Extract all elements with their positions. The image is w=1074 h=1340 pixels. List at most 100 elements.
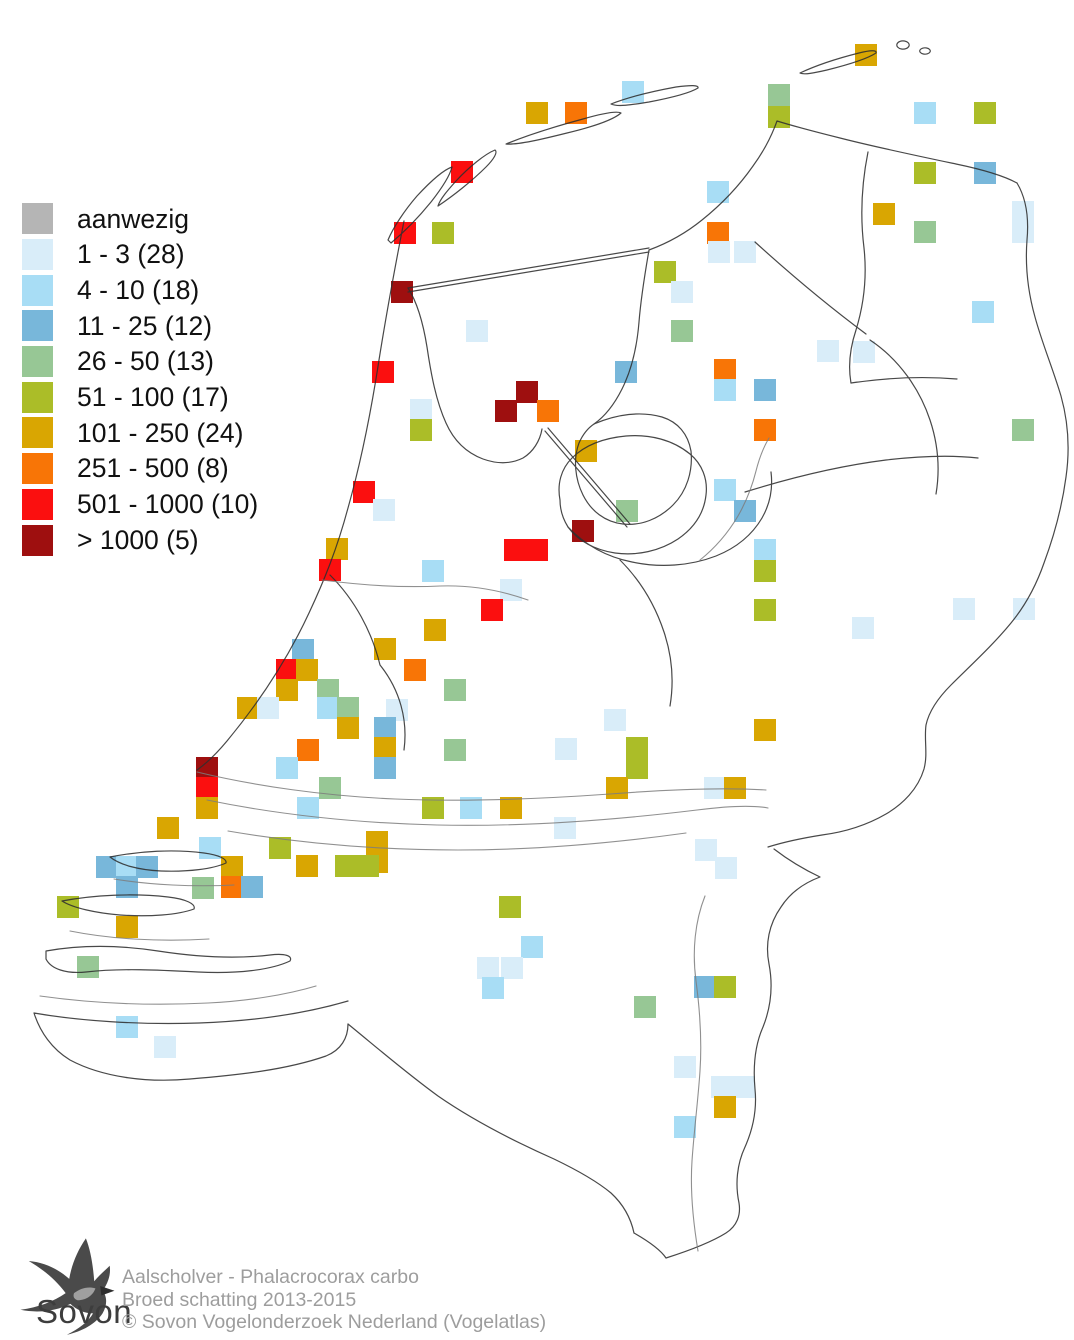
legend-swatch [22, 488, 53, 520]
grid-cell [292, 639, 314, 661]
legend-label: 1 - 3 (28) [77, 239, 185, 270]
grid-cell [526, 539, 548, 561]
grid-cell [754, 539, 776, 561]
legend-item: 251 - 500 (8) [22, 451, 258, 487]
gelderland-coast [567, 471, 773, 566]
grid-cell [604, 709, 626, 731]
grid-cell [374, 638, 396, 660]
legend-item: 1 - 3 (28) [22, 237, 258, 273]
grid-cell [317, 679, 339, 701]
map-caption: Aalscholver - Phalacrocorax carbo Broed … [122, 1266, 546, 1334]
grid-cell [852, 617, 874, 639]
grid-cell [319, 559, 341, 581]
grid-cell [972, 301, 994, 323]
haringvliet [113, 878, 235, 887]
legend-item: 11 - 25 (12) [22, 308, 258, 344]
grid-cell [704, 777, 726, 799]
swallow-icon [20, 1238, 115, 1335]
friesland-groningen-border [754, 151, 869, 384]
east-border [767, 182, 1069, 848]
grid-cell [714, 379, 736, 401]
grid-cell [504, 539, 526, 561]
grid-cell [817, 340, 839, 362]
grid-cell [451, 161, 473, 183]
grid-cell [695, 839, 717, 861]
legend-label: > 1000 (5) [77, 524, 199, 555]
netherlands-outline [33, 40, 1069, 1259]
legend-swatch [22, 381, 53, 413]
grid-cell [96, 856, 118, 878]
grid-cell [500, 579, 522, 601]
legend-label: 101 - 250 (24) [77, 417, 244, 448]
legend-swatch [22, 524, 53, 556]
islets-rottum [896, 40, 931, 55]
grid-cell [237, 697, 259, 719]
ijssel-river [699, 437, 770, 561]
grid-cell [432, 222, 454, 244]
grid-cell [297, 739, 319, 761]
caption-species: Aalscholver - Phalacrocorax carbo [122, 1266, 419, 1288]
grid-cell [734, 241, 756, 263]
legend-label: 11 - 25 (12) [77, 310, 213, 341]
grid-cell [516, 381, 538, 403]
grid-cell [572, 520, 594, 542]
grid-cell [410, 419, 432, 441]
drenthe-border [850, 339, 958, 495]
friesland-ijsselmeer-coast [593, 249, 650, 425]
grid-cell [157, 817, 179, 839]
grid-cell [715, 857, 737, 879]
island-schiermonnikoog [799, 50, 877, 75]
grid-cell [707, 222, 729, 244]
grid-cell [337, 697, 359, 719]
randstad-borders [329, 559, 673, 751]
legend-swatch [22, 310, 53, 342]
grid-cell [136, 856, 158, 878]
oosterschelde [69, 930, 210, 941]
island-terschelling [505, 111, 622, 145]
legend-item: 51 - 100 (17) [22, 379, 258, 415]
island-texel [387, 166, 453, 244]
noordoostpolder [574, 413, 692, 525]
grid-cell [404, 659, 426, 681]
brabant-belgium-border [347, 1023, 635, 1234]
grid-cell [714, 1096, 736, 1118]
grid-cell [477, 957, 499, 979]
grid-cell [754, 379, 776, 401]
grid-cell [626, 757, 648, 779]
grid-cell [953, 598, 975, 620]
grid-cell [724, 777, 746, 799]
grid-cell [634, 996, 656, 1018]
grid-cell [373, 499, 395, 521]
north-coast [648, 120, 1018, 251]
grid-cell [221, 876, 243, 898]
grid-cell [410, 399, 432, 421]
legend-label: 4 - 10 (18) [77, 274, 200, 305]
grid-cell [873, 203, 895, 225]
grid-cell [444, 679, 466, 701]
waal-river [206, 799, 769, 826]
grid-cell [499, 896, 521, 918]
houtribdijk [544, 427, 631, 528]
legend-item: 4 - 10 (18) [22, 272, 258, 308]
grid-cell [914, 221, 936, 243]
island-vlieland [437, 149, 497, 207]
grid-cells-layer [57, 44, 1035, 1138]
grid-cell [296, 855, 318, 877]
grid-cell [319, 777, 341, 799]
grid-cell [708, 241, 730, 263]
limburg-border [633, 848, 821, 1259]
waterways [39, 437, 770, 1252]
grid-cell [495, 400, 517, 422]
legend-swatch [22, 274, 53, 306]
grid-cell [606, 777, 628, 799]
grid-cell [626, 737, 648, 759]
legend-label: 51 - 100 (17) [77, 382, 229, 413]
grid-cell [555, 738, 577, 760]
grid-cell [1012, 221, 1034, 243]
grid-cell [337, 717, 359, 739]
grid-cell [974, 162, 996, 184]
grid-cell [482, 977, 504, 999]
grid-cell [276, 679, 298, 701]
grid-cell [424, 619, 446, 641]
grid-cell [317, 697, 339, 719]
